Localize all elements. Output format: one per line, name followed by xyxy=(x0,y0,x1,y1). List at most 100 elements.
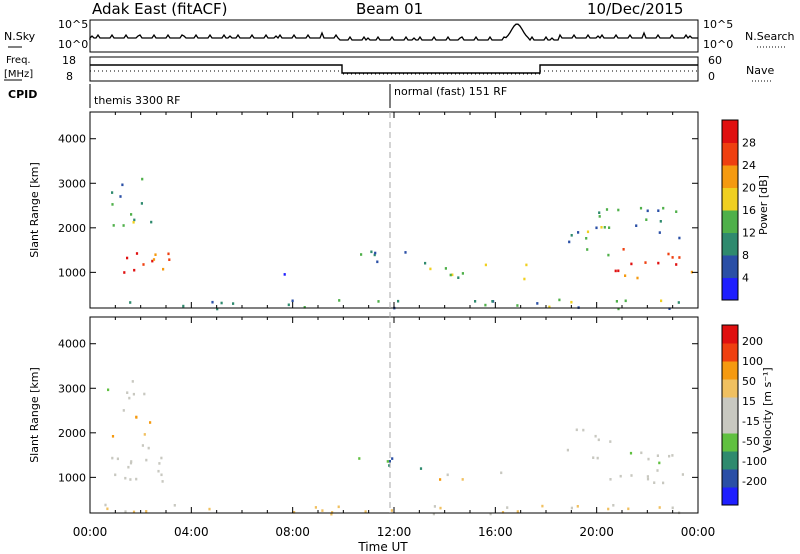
scatter-cell xyxy=(358,457,361,460)
scatter-cell xyxy=(484,303,487,307)
scatter-cell xyxy=(140,202,143,205)
nsky-tick-low: 10^0 xyxy=(58,38,88,51)
colorbar-cell xyxy=(722,325,738,344)
scatter-cell xyxy=(132,510,136,514)
scatter-cell xyxy=(598,211,601,214)
scatter-cell xyxy=(404,251,407,254)
scatter-cell xyxy=(132,221,135,224)
colorbar-cell xyxy=(722,187,738,211)
freq-unit-label: [MHz] xyxy=(4,69,33,80)
colorbar-tick-label: 20 xyxy=(742,182,756,195)
scatter-cell xyxy=(104,503,107,507)
scatter-cell xyxy=(461,478,464,481)
x-tick-label: 00:00 xyxy=(73,525,108,539)
scatter-cell xyxy=(675,263,678,266)
scatter-cell xyxy=(640,451,643,455)
scatter-cell xyxy=(568,240,571,244)
cpid-mode-1: themis 3300 RF xyxy=(94,94,181,107)
scatter-cell xyxy=(424,261,427,265)
y-tick-label: 4000 xyxy=(58,133,86,146)
scatter-cell xyxy=(608,226,611,229)
time-axis-label: Time UT xyxy=(357,540,408,554)
colorbar-tick-label: 100 xyxy=(742,355,763,368)
scatter-cell xyxy=(594,434,597,438)
scatter-cell xyxy=(627,507,630,511)
scatter-cell xyxy=(635,224,638,227)
scatter-cell xyxy=(129,478,132,481)
scatter-cell xyxy=(657,209,660,212)
scatter-cell xyxy=(582,428,585,432)
scatter-cell xyxy=(432,512,435,516)
scatter-cell xyxy=(671,454,674,457)
y-tick-label: 3000 xyxy=(58,177,86,190)
y-tick-label: 1000 xyxy=(58,266,86,279)
scatter-cell xyxy=(141,444,144,447)
colorbar-cell xyxy=(722,210,738,233)
scatter-cell xyxy=(124,510,127,513)
velocity-colorbar-label: Velocity [m s⁻¹] xyxy=(761,367,774,452)
scatter-cell xyxy=(586,230,590,234)
scatter-cell xyxy=(141,177,144,181)
scatter-cell xyxy=(162,267,165,271)
scatter-cell xyxy=(645,218,648,221)
scatter-cell xyxy=(659,220,662,223)
scatter-cell xyxy=(151,259,154,263)
scatter-cell xyxy=(149,421,152,424)
scatter-cell xyxy=(338,299,341,302)
scatter-cell xyxy=(145,510,148,513)
scatter-cell xyxy=(617,307,620,311)
scatter-cell xyxy=(111,203,114,206)
scatter-cell xyxy=(182,304,185,308)
colorbar-tick-label: 16 xyxy=(742,204,756,217)
scatter-cell xyxy=(111,456,114,460)
scatter-cell xyxy=(523,277,526,281)
scatter-cell xyxy=(132,392,135,396)
y-tick-label: 2000 xyxy=(58,427,86,440)
colorbar-cell xyxy=(722,433,738,452)
scatter-cell xyxy=(639,206,643,210)
nsky-label: N.Sky xyxy=(4,30,36,43)
freq-label: Freq. xyxy=(6,55,31,66)
scatter-cell xyxy=(646,477,650,481)
scatter-cell xyxy=(570,506,573,510)
scatter-cell xyxy=(668,454,671,458)
colorbar-cell xyxy=(722,451,738,470)
scatter-cell xyxy=(548,305,551,309)
scatter-cell xyxy=(570,300,573,304)
colorbar-tick-label: -200 xyxy=(742,475,767,488)
scatter-cell xyxy=(596,456,599,460)
nsky-tick-high: 10^5 xyxy=(58,18,88,31)
scatter-cell xyxy=(122,409,125,412)
scatter-cell xyxy=(160,456,163,460)
scatter-cell xyxy=(576,505,579,508)
y-tick-label: 3000 xyxy=(58,382,86,395)
colorbar-cell xyxy=(722,397,738,416)
scatter-cell xyxy=(444,267,447,270)
scatter-cell xyxy=(390,509,393,512)
colorbar-cell xyxy=(722,469,738,488)
scatter-cell xyxy=(653,481,656,484)
scatter-cell xyxy=(656,454,659,457)
scatter-cell xyxy=(630,474,633,477)
scatter-cell xyxy=(644,261,647,264)
scatter-cell xyxy=(114,473,117,477)
scatter-cell xyxy=(671,256,674,259)
scatter-cell xyxy=(592,456,595,459)
nsearch-tick-high: 10^5 xyxy=(703,18,733,31)
scatter-cell xyxy=(314,506,317,509)
scatter-cell xyxy=(364,510,367,513)
colorbar-tick-label: 24 xyxy=(742,159,756,172)
scatter-cell xyxy=(129,461,133,465)
scatter-cell xyxy=(135,477,138,481)
power-colorbar-label: Power [dB] xyxy=(757,175,770,235)
scatter-cell xyxy=(675,210,678,213)
colorbar-cell xyxy=(722,415,738,434)
x-tick-label: 12:00 xyxy=(377,525,412,539)
scatter-cell xyxy=(629,451,633,455)
power-axes: 1000 2000 3000 4000 xyxy=(58,112,699,308)
scatter-cell xyxy=(133,268,136,272)
scatter-cell xyxy=(119,195,122,198)
freq-trace xyxy=(90,64,698,74)
cpid-label: CPID xyxy=(8,88,37,101)
scatter-cell xyxy=(647,457,650,461)
